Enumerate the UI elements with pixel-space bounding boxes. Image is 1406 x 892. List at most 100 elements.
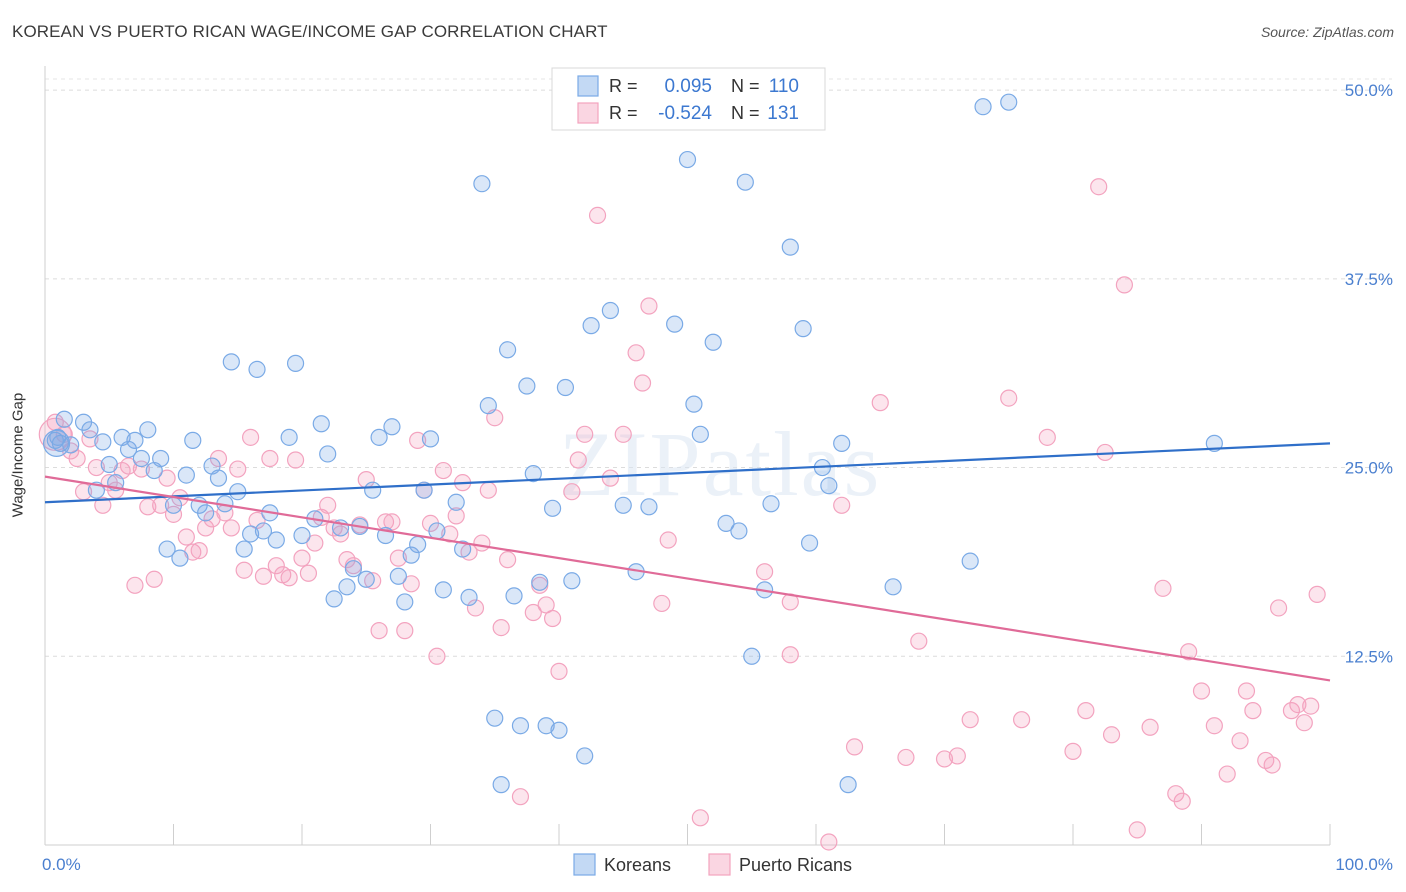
data-point bbox=[794, 320, 812, 338]
data-point bbox=[248, 360, 266, 379]
data-point bbox=[389, 549, 407, 567]
data-point bbox=[1141, 718, 1159, 736]
data-point bbox=[94, 496, 112, 514]
data-point bbox=[402, 575, 420, 593]
legend-label: Puerto Ricans bbox=[739, 855, 852, 875]
data-point bbox=[222, 519, 240, 537]
data-point bbox=[1263, 756, 1281, 774]
stats-legend: R = 0.095 N = 110 R = -0.524 N = 131 bbox=[551, 67, 826, 131]
data-point bbox=[640, 297, 658, 315]
data-point bbox=[119, 440, 138, 459]
series-puerto-ricans-points bbox=[38, 178, 1326, 851]
data-point bbox=[505, 587, 523, 605]
data-point bbox=[531, 573, 549, 591]
y-axis-label: Wage/Income Gap bbox=[9, 392, 27, 518]
data-point bbox=[1282, 702, 1301, 720]
data-point bbox=[614, 496, 632, 514]
data-point bbox=[1269, 599, 1288, 617]
data-point bbox=[1000, 389, 1018, 407]
x-tick-label: 0.0% bbox=[42, 855, 81, 874]
data-point bbox=[190, 541, 208, 560]
watermark: ZIPatlas bbox=[559, 413, 882, 515]
data-point bbox=[126, 576, 144, 594]
data-point bbox=[1295, 714, 1313, 732]
data-point bbox=[1205, 434, 1223, 452]
data-point bbox=[704, 333, 722, 351]
data-point bbox=[948, 747, 966, 765]
source-label: Source: ZipAtlas.com bbox=[1260, 24, 1394, 40]
data-point bbox=[781, 646, 799, 664]
data-point bbox=[678, 150, 697, 169]
data-point bbox=[94, 433, 112, 451]
data-point bbox=[396, 593, 414, 611]
data-point bbox=[1244, 702, 1262, 720]
data-point bbox=[627, 344, 645, 362]
data-point bbox=[473, 175, 491, 193]
data-point bbox=[800, 534, 819, 552]
data-point bbox=[1128, 821, 1146, 839]
y-tick-label: 12.5% bbox=[1345, 647, 1393, 666]
data-point bbox=[389, 567, 407, 585]
data-point bbox=[460, 588, 478, 606]
data-point bbox=[383, 418, 401, 436]
data-point bbox=[235, 540, 253, 558]
data-point bbox=[254, 567, 273, 585]
legend-n-label: N = bbox=[731, 76, 760, 96]
data-point bbox=[511, 717, 530, 735]
data-point bbox=[177, 466, 195, 484]
x-tick-label: 100.0% bbox=[1335, 855, 1393, 874]
data-point bbox=[473, 534, 491, 552]
data-point bbox=[1012, 711, 1031, 729]
data-point bbox=[499, 341, 517, 359]
data-point bbox=[428, 522, 446, 540]
data-point bbox=[55, 410, 73, 428]
data-point bbox=[640, 498, 658, 516]
data-point bbox=[164, 505, 183, 523]
data-point bbox=[364, 481, 382, 499]
tick-labels: 12.5% 25.0% 37.5% 50.0% 0.0% 100.0% bbox=[42, 81, 1393, 874]
data-point bbox=[293, 526, 311, 545]
data-point bbox=[537, 717, 555, 735]
data-point bbox=[415, 481, 433, 499]
data-point bbox=[820, 833, 838, 851]
data-point bbox=[396, 622, 414, 640]
data-point bbox=[466, 599, 485, 617]
data-point bbox=[1173, 792, 1191, 810]
data-point bbox=[364, 572, 382, 590]
data-point bbox=[132, 449, 150, 468]
data-point bbox=[139, 498, 157, 516]
legend-r-label: R = bbox=[609, 76, 638, 96]
data-point bbox=[164, 496, 183, 514]
data-point bbox=[338, 551, 356, 569]
data-point bbox=[910, 632, 928, 650]
data-point bbox=[576, 747, 594, 765]
data-point bbox=[569, 451, 587, 469]
data-point bbox=[492, 776, 510, 794]
data-point bbox=[81, 430, 99, 448]
data-point bbox=[42, 429, 71, 457]
data-point bbox=[588, 206, 607, 225]
data-point bbox=[511, 788, 530, 806]
data-point bbox=[370, 622, 388, 640]
data-point bbox=[730, 522, 748, 540]
data-point bbox=[319, 496, 337, 514]
data-point bbox=[1038, 428, 1056, 446]
y-tick-label: 37.5% bbox=[1345, 270, 1393, 289]
data-point bbox=[409, 431, 427, 449]
data-point bbox=[833, 434, 851, 452]
data-point bbox=[1308, 585, 1326, 603]
legend-r-value: -0.524 bbox=[658, 103, 712, 124]
trend-lines bbox=[44, 442, 1331, 682]
data-point bbox=[100, 455, 118, 474]
data-point bbox=[524, 603, 542, 622]
data-point bbox=[402, 546, 420, 564]
data-point bbox=[685, 395, 703, 413]
data-point bbox=[845, 738, 864, 756]
data-point bbox=[235, 561, 253, 579]
data-point bbox=[441, 525, 459, 543]
data-point bbox=[1090, 178, 1108, 196]
data-point bbox=[1231, 732, 1249, 750]
data-point bbox=[601, 301, 620, 320]
data-point bbox=[659, 531, 677, 549]
data-point bbox=[197, 519, 215, 537]
